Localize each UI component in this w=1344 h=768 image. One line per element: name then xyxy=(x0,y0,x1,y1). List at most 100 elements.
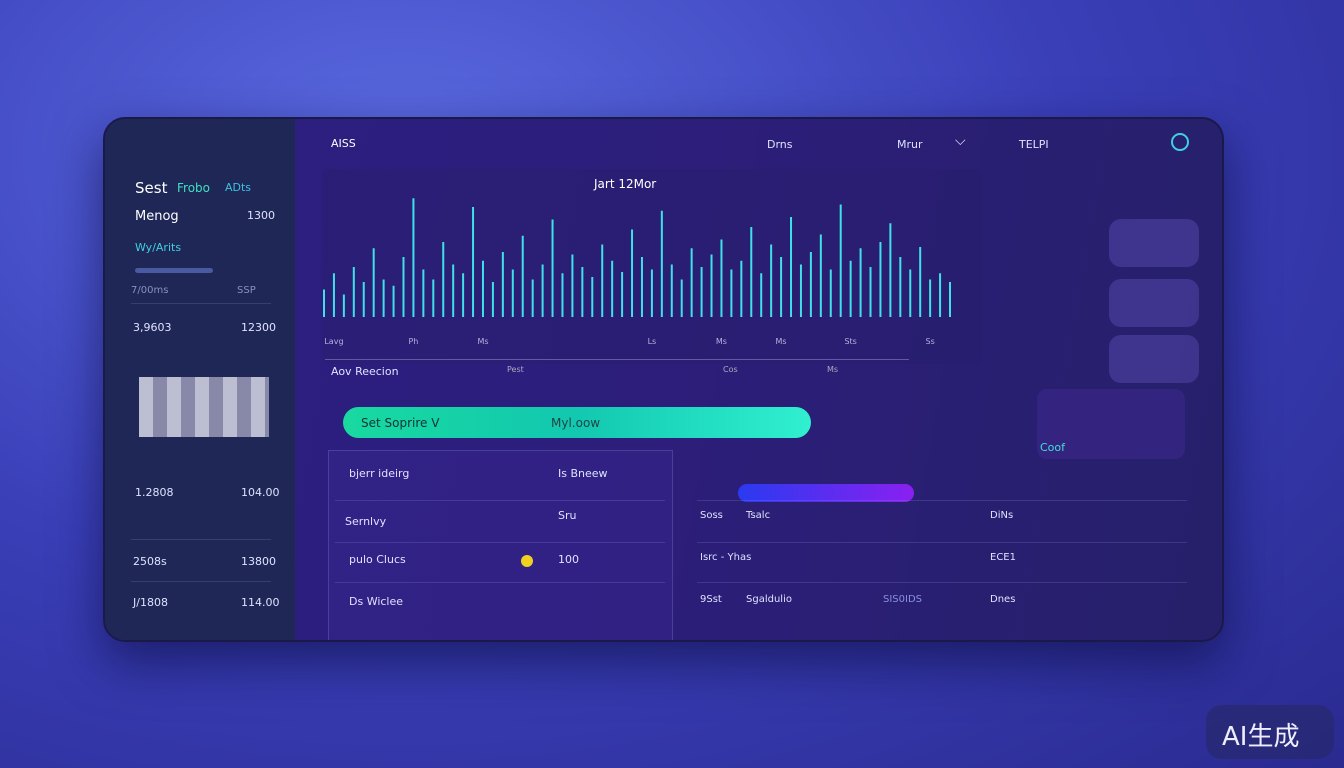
x-tick-label: Ss xyxy=(926,337,935,346)
list-item[interactable]: pulo Clucs xyxy=(349,553,406,566)
dashboard: Sest Frobo ADts Menog 1300 Wy/Arits 7/00… xyxy=(103,117,1224,642)
table-cell: Soss xyxy=(700,510,723,521)
header: 7/00ms xyxy=(131,285,169,296)
x-tick-label: Ms xyxy=(716,337,727,346)
chart: Lavg Ph Ms Ls Ms Ms Sts Ss xyxy=(323,198,951,346)
spike xyxy=(949,282,951,317)
cell: 13800 xyxy=(241,555,276,568)
spike xyxy=(879,242,882,317)
chart-area xyxy=(322,169,982,364)
spike xyxy=(740,260,743,317)
spike xyxy=(591,277,594,317)
spike xyxy=(382,279,385,317)
pixel-image xyxy=(139,377,269,437)
spike xyxy=(799,264,802,317)
spike xyxy=(472,207,475,317)
spike xyxy=(541,264,544,317)
x-tick-label: Sts xyxy=(844,337,856,346)
x-tick-label: Ms xyxy=(776,337,787,346)
table-cell: 9Sst xyxy=(700,594,722,605)
gradient-bar xyxy=(738,484,914,502)
spike xyxy=(481,260,484,317)
settings-icon[interactable] xyxy=(1171,133,1189,151)
table-cell: DiNs xyxy=(990,510,1014,521)
spike xyxy=(571,254,574,317)
x-tick-label: Ms xyxy=(477,337,488,346)
table-cell: Tsalc xyxy=(746,510,771,521)
list-value: 100 xyxy=(558,553,579,566)
cell: 104.00 xyxy=(241,486,280,499)
cell: J/1808 xyxy=(133,596,168,609)
divider xyxy=(335,542,665,543)
spike xyxy=(839,204,842,317)
list-item[interactable]: Sernlvy xyxy=(345,515,387,528)
spike xyxy=(531,279,534,317)
spike xyxy=(442,242,445,317)
spike xyxy=(909,269,912,317)
spike xyxy=(462,273,465,317)
spike xyxy=(323,289,325,317)
card[interactable] xyxy=(1109,279,1199,327)
cell: 12300 xyxy=(241,321,276,334)
cell: 1.2808 xyxy=(135,486,174,499)
spike xyxy=(452,264,455,317)
card[interactable] xyxy=(1109,335,1199,383)
spike xyxy=(859,248,862,317)
menu-value: 1300 xyxy=(247,209,275,222)
spike xyxy=(501,252,504,317)
spike xyxy=(750,227,753,317)
nav-item[interactable]: Drns xyxy=(767,138,793,151)
spike xyxy=(869,267,872,317)
spike xyxy=(372,248,375,317)
image-card[interactable] xyxy=(1037,389,1185,459)
cell: 3,9603 xyxy=(133,321,172,334)
action-button[interactable] xyxy=(343,407,811,438)
x-tick-label: Lavg xyxy=(324,337,343,346)
card[interactable] xyxy=(1109,219,1199,267)
spike xyxy=(670,264,673,317)
tab[interactable]: Frobo xyxy=(177,181,210,195)
spike xyxy=(621,272,624,317)
divider xyxy=(131,581,271,582)
list-item[interactable]: bjerr ideirg xyxy=(349,467,410,480)
nav-item[interactable]: TELPI xyxy=(1019,138,1049,151)
button-label[interactable]: Set Soprire V xyxy=(361,416,440,430)
spike xyxy=(412,198,415,317)
list-item[interactable]: Ds Wiclee xyxy=(349,595,404,608)
table-cell: SIS0IDS xyxy=(883,594,923,605)
table-cell: Sgaldulio xyxy=(746,594,792,605)
spike xyxy=(680,279,683,317)
spike xyxy=(829,269,832,317)
spike xyxy=(392,285,395,317)
table-cell: ECE1 xyxy=(990,552,1016,563)
spike xyxy=(720,239,723,317)
tab[interactable]: ADts xyxy=(225,181,252,194)
header: SSP xyxy=(237,285,256,296)
list-value: Is Bneew xyxy=(558,467,608,480)
spike xyxy=(432,279,435,317)
spike xyxy=(690,248,693,317)
nav-item[interactable]: Mrur xyxy=(897,138,923,151)
spike xyxy=(780,257,783,317)
x-tick-label: Ph xyxy=(408,337,418,346)
list-value: Sru xyxy=(558,509,577,522)
chart-footer-label: Aov Reecion xyxy=(331,365,399,378)
spike xyxy=(362,282,365,317)
spike xyxy=(889,223,892,317)
card-label: Coof xyxy=(1040,441,1066,454)
menu-label: Menog xyxy=(135,209,179,224)
divider xyxy=(131,539,271,540)
divider xyxy=(697,500,1187,501)
sidebar: Sest Frobo ADts Menog 1300 Wy/Arits 7/00… xyxy=(105,119,295,640)
spike xyxy=(422,269,425,317)
chart-footer-mark: Ms xyxy=(827,365,839,374)
spike xyxy=(342,294,345,317)
spike xyxy=(561,273,564,317)
spike xyxy=(491,282,494,317)
dropdown-icon[interactable]: ⌵ xyxy=(955,133,966,149)
spike xyxy=(730,269,733,317)
watermark-box xyxy=(1206,705,1334,759)
spike xyxy=(521,235,524,317)
cell: 114.00 xyxy=(241,596,280,609)
